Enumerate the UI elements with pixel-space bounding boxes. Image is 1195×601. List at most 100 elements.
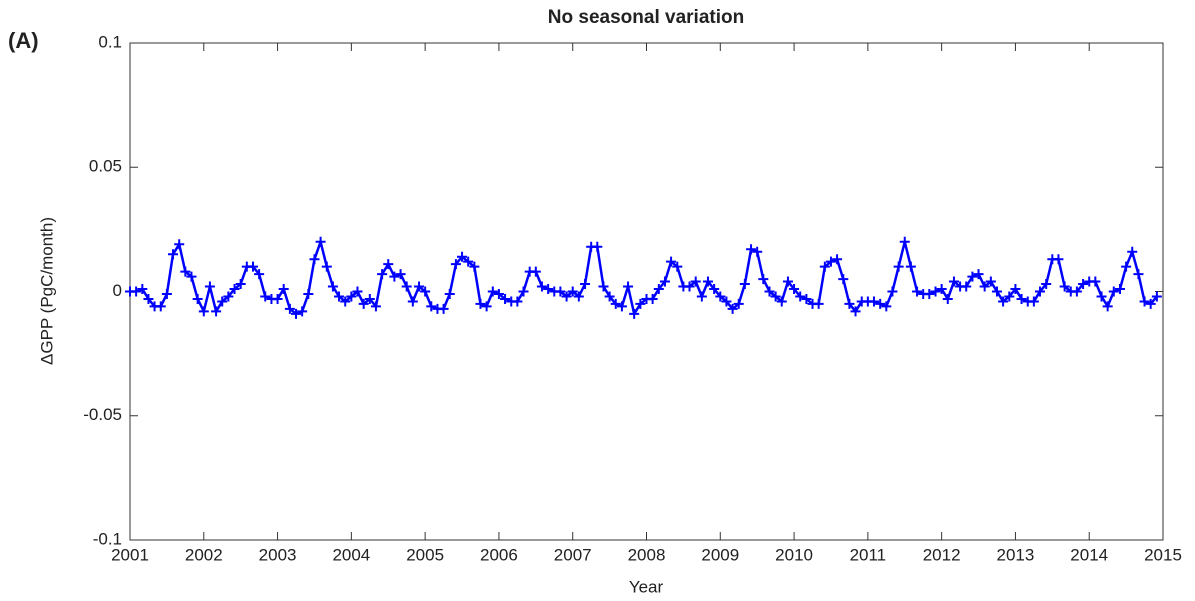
marker	[948, 276, 959, 287]
marker	[420, 286, 431, 297]
marker	[284, 303, 295, 314]
marker	[291, 308, 302, 319]
marker	[364, 293, 375, 304]
marker	[444, 288, 455, 299]
marker	[746, 244, 757, 255]
marker	[168, 249, 179, 260]
marker	[512, 296, 523, 307]
marker	[248, 261, 259, 272]
x-tick-label: 2002	[185, 545, 223, 564]
marker	[463, 256, 474, 267]
marker	[438, 303, 449, 314]
marker	[690, 276, 701, 287]
marker	[709, 284, 720, 295]
marker	[186, 271, 197, 282]
marker	[309, 254, 320, 265]
marker	[635, 298, 646, 309]
marker	[161, 288, 172, 299]
marker	[733, 298, 744, 309]
marker	[321, 261, 332, 272]
marker	[979, 281, 990, 292]
marker	[518, 286, 529, 297]
marker	[555, 286, 566, 297]
marker	[530, 266, 541, 277]
marker	[795, 291, 806, 302]
marker	[352, 286, 363, 297]
x-tick-label: 2012	[923, 545, 961, 564]
marker	[573, 291, 584, 302]
marker	[850, 306, 861, 317]
x-tick-label: 2015	[1144, 545, 1182, 564]
x-tick-label: 2007	[554, 545, 592, 564]
marker	[770, 291, 781, 302]
marker	[1004, 291, 1015, 302]
marker	[672, 261, 683, 272]
marker	[174, 239, 185, 250]
marker	[592, 241, 603, 252]
marker	[401, 281, 412, 292]
y-tick-label: -0.1	[93, 529, 122, 548]
marker	[223, 291, 234, 302]
marker	[389, 271, 400, 282]
marker	[475, 298, 486, 309]
marker	[211, 306, 222, 317]
marker	[1145, 298, 1156, 309]
marker	[702, 276, 713, 287]
marker	[1035, 286, 1045, 297]
marker	[377, 269, 388, 280]
marker	[450, 259, 461, 270]
marker	[715, 291, 726, 302]
marker	[469, 261, 480, 272]
marker	[580, 279, 591, 290]
marker	[604, 291, 615, 302]
marker	[1121, 261, 1132, 272]
y-axis-label: ΔGPP (PgC/month)	[37, 217, 56, 365]
y-tick-label: 0.1	[98, 32, 122, 51]
marker	[727, 303, 738, 314]
marker	[696, 291, 707, 302]
marker	[936, 284, 947, 295]
marker	[616, 301, 627, 312]
marker	[1053, 254, 1064, 265]
y-tick-label: 0	[113, 281, 122, 300]
marker	[623, 281, 634, 292]
marker	[739, 279, 750, 290]
marker	[487, 286, 498, 297]
x-tick-label: 2014	[1070, 545, 1108, 564]
marker	[647, 293, 658, 304]
marker	[905, 261, 916, 272]
x-tick-label: 2006	[480, 545, 518, 564]
marker	[875, 298, 886, 309]
marker	[272, 293, 283, 304]
x-tick-label: 2004	[332, 545, 370, 564]
marker	[1151, 291, 1162, 302]
marker	[1059, 281, 1070, 292]
marker	[666, 256, 677, 267]
marker	[1133, 269, 1144, 280]
marker	[217, 296, 228, 307]
marker	[653, 284, 664, 295]
marker	[1139, 296, 1150, 307]
marker	[942, 293, 953, 304]
marker	[967, 271, 978, 282]
x-tick-label: 2010	[775, 545, 813, 564]
marker	[789, 284, 800, 295]
marker	[204, 281, 215, 292]
marker	[629, 308, 640, 319]
x-tick-label: 2003	[259, 545, 297, 564]
chart-title: No seasonal variation	[548, 7, 744, 28]
marker	[899, 236, 910, 247]
marker	[303, 288, 314, 299]
x-tick-label: 2013	[997, 545, 1035, 564]
marker	[137, 284, 148, 295]
marker	[961, 281, 972, 292]
marker	[260, 291, 271, 302]
marker	[1108, 286, 1119, 297]
marker	[764, 286, 775, 297]
marker	[1102, 301, 1113, 312]
marker	[395, 269, 406, 280]
marker	[998, 296, 1009, 307]
marker	[782, 276, 793, 287]
marker	[930, 286, 941, 297]
